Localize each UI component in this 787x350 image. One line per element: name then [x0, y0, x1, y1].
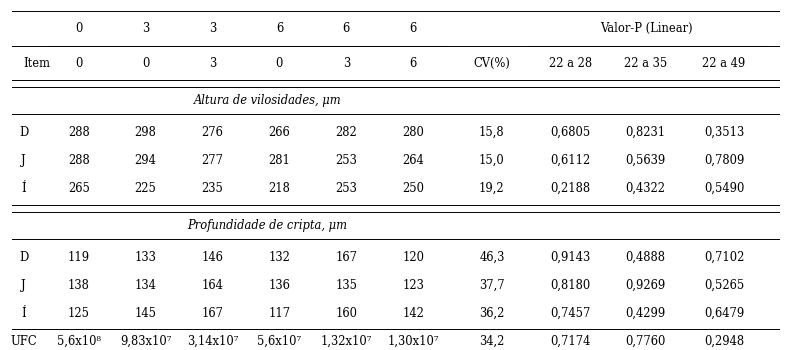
- Text: 1,30x10⁷: 1,30x10⁷: [387, 335, 439, 348]
- Text: 6: 6: [342, 22, 350, 35]
- Text: 0,6112: 0,6112: [550, 154, 591, 167]
- Text: Item: Item: [24, 57, 50, 70]
- Text: D: D: [19, 251, 28, 264]
- Text: 250: 250: [402, 182, 424, 195]
- Text: UFC: UFC: [10, 335, 37, 348]
- Text: Profundidade de cripta, μm: Profundidade de cripta, μm: [187, 219, 348, 232]
- Text: 280: 280: [402, 126, 424, 139]
- Text: 281: 281: [268, 154, 290, 167]
- Text: 0: 0: [75, 57, 83, 70]
- Text: 298: 298: [135, 126, 157, 139]
- Text: 288: 288: [68, 154, 90, 167]
- Text: 218: 218: [268, 182, 290, 195]
- Text: Í: Í: [21, 182, 26, 195]
- Text: CV(%): CV(%): [474, 57, 510, 70]
- Text: 6: 6: [409, 57, 417, 70]
- Text: 9,83x10⁷: 9,83x10⁷: [120, 335, 172, 348]
- Text: 142: 142: [402, 307, 424, 320]
- Text: 0,5265: 0,5265: [704, 279, 745, 292]
- Text: 37,7: 37,7: [479, 279, 504, 292]
- Text: 288: 288: [68, 126, 90, 139]
- Text: 146: 146: [201, 251, 224, 264]
- Text: 15,0: 15,0: [479, 154, 504, 167]
- Text: 125: 125: [68, 307, 90, 320]
- Text: 3: 3: [209, 22, 216, 35]
- Text: 0,8231: 0,8231: [626, 126, 665, 139]
- Text: 0,3513: 0,3513: [704, 126, 745, 139]
- Text: 19,2: 19,2: [479, 182, 504, 195]
- Text: 134: 134: [135, 279, 157, 292]
- Text: 22 a 49: 22 a 49: [703, 57, 745, 70]
- Text: Altura de vilosidades, μm: Altura de vilosidades, μm: [194, 94, 342, 107]
- Text: 123: 123: [402, 279, 424, 292]
- Text: 0,5639: 0,5639: [625, 154, 666, 167]
- Text: 0,7102: 0,7102: [704, 251, 745, 264]
- Text: 0,7457: 0,7457: [550, 307, 591, 320]
- Text: 0,5490: 0,5490: [704, 182, 745, 195]
- Text: 225: 225: [135, 182, 157, 195]
- Text: 0,4322: 0,4322: [626, 182, 665, 195]
- Text: J: J: [21, 154, 26, 167]
- Text: 0,2948: 0,2948: [704, 335, 744, 348]
- Text: 117: 117: [268, 307, 290, 320]
- Text: 276: 276: [201, 126, 224, 139]
- Text: 0,7760: 0,7760: [625, 335, 666, 348]
- Text: 0,9269: 0,9269: [625, 279, 666, 292]
- Text: 6: 6: [409, 22, 417, 35]
- Text: 0,6479: 0,6479: [704, 307, 745, 320]
- Text: 253: 253: [335, 154, 357, 167]
- Text: 164: 164: [201, 279, 224, 292]
- Text: 5,6x10⁷: 5,6x10⁷: [257, 335, 301, 348]
- Text: 22 a 35: 22 a 35: [624, 57, 667, 70]
- Text: 0: 0: [142, 57, 150, 70]
- Text: 277: 277: [201, 154, 224, 167]
- Text: 3,14x10⁷: 3,14x10⁷: [187, 335, 238, 348]
- Text: 3: 3: [209, 57, 216, 70]
- Text: 132: 132: [268, 251, 290, 264]
- Text: 160: 160: [335, 307, 357, 320]
- Text: 253: 253: [335, 182, 357, 195]
- Text: 264: 264: [402, 154, 424, 167]
- Text: 0,4888: 0,4888: [626, 251, 665, 264]
- Text: 6: 6: [275, 22, 283, 35]
- Text: 15,8: 15,8: [479, 126, 504, 139]
- Text: 36,2: 36,2: [479, 307, 504, 320]
- Text: Valor-P (Linear): Valor-P (Linear): [600, 22, 693, 35]
- Text: 167: 167: [335, 251, 357, 264]
- Text: 282: 282: [335, 126, 357, 139]
- Text: 3: 3: [142, 22, 150, 35]
- Text: 135: 135: [335, 279, 357, 292]
- Text: 133: 133: [135, 251, 157, 264]
- Text: 294: 294: [135, 154, 157, 167]
- Text: 265: 265: [68, 182, 90, 195]
- Text: 5,6x10⁸: 5,6x10⁸: [57, 335, 101, 348]
- Text: 0,9143: 0,9143: [550, 251, 591, 264]
- Text: 266: 266: [268, 126, 290, 139]
- Text: 22 a 28: 22 a 28: [549, 57, 592, 70]
- Text: 0,8180: 0,8180: [550, 279, 591, 292]
- Text: 0,7809: 0,7809: [704, 154, 745, 167]
- Text: 145: 145: [135, 307, 157, 320]
- Text: 3: 3: [342, 57, 350, 70]
- Text: 34,2: 34,2: [479, 335, 504, 348]
- Text: D: D: [19, 126, 28, 139]
- Text: 46,3: 46,3: [479, 251, 504, 264]
- Text: 119: 119: [68, 251, 90, 264]
- Text: 167: 167: [201, 307, 224, 320]
- Text: 0,4299: 0,4299: [625, 307, 666, 320]
- Text: 138: 138: [68, 279, 90, 292]
- Text: J: J: [21, 279, 26, 292]
- Text: 235: 235: [201, 182, 224, 195]
- Text: 0,6805: 0,6805: [550, 126, 591, 139]
- Text: Í: Í: [21, 307, 26, 320]
- Text: 0: 0: [75, 22, 83, 35]
- Text: 0: 0: [275, 57, 283, 70]
- Text: 0,7174: 0,7174: [550, 335, 591, 348]
- Text: 136: 136: [268, 279, 290, 292]
- Text: 0,2188: 0,2188: [551, 182, 590, 195]
- Text: 120: 120: [402, 251, 424, 264]
- Text: 1,32x10⁷: 1,32x10⁷: [320, 335, 372, 348]
